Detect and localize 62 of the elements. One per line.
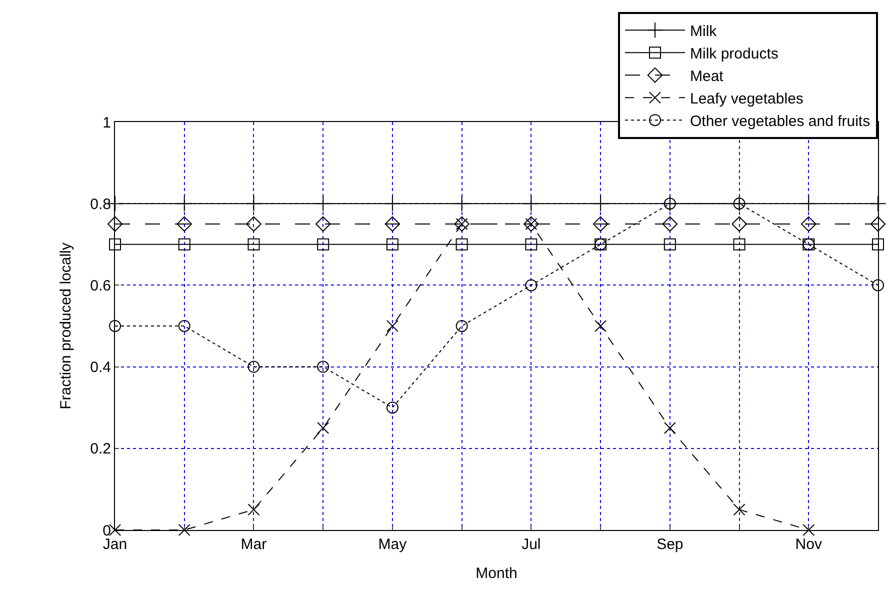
point (246, 216, 262, 232)
x-tick-label: May (378, 536, 408, 553)
point (525, 279, 538, 292)
point (456, 238, 468, 250)
point (384, 216, 400, 232)
point (454, 195, 470, 212)
point (872, 279, 884, 292)
point (109, 320, 121, 332)
x-tick-label: Mar (240, 536, 267, 553)
point (592, 195, 609, 212)
point (870, 216, 886, 232)
point (800, 216, 816, 232)
point (248, 504, 260, 516)
point (317, 422, 330, 434)
point (248, 360, 260, 373)
y-tick-label: 0.4 (90, 359, 111, 376)
point (176, 216, 192, 232)
point (178, 238, 190, 250)
y-tick-label: 0.8 (90, 196, 111, 213)
point (802, 524, 815, 536)
point (246, 195, 262, 212)
point (386, 238, 398, 250)
legend-label: Meat (690, 68, 724, 85)
x-axis-title: Month (476, 565, 518, 582)
point (732, 216, 747, 232)
point (176, 195, 193, 212)
x-tick-label: Sep (656, 536, 684, 553)
point (664, 238, 676, 250)
point (525, 238, 538, 250)
legend-label: Leafy vegetables (690, 90, 804, 108)
point (733, 238, 746, 250)
x-tick-label: Nov (795, 536, 822, 553)
legend-label: Milk (690, 22, 718, 40)
point (107, 216, 123, 232)
point (317, 360, 330, 373)
point (664, 422, 676, 434)
y-tick-label: 0.2 (90, 440, 111, 458)
point (800, 195, 817, 212)
point (317, 238, 330, 250)
point (178, 524, 190, 536)
point (109, 238, 121, 250)
point (662, 216, 678, 232)
y-tick-label: 1 (102, 114, 111, 132)
x-tick-label: Jul (522, 536, 541, 553)
point (384, 195, 401, 212)
y-tick-label: 0.6 (90, 277, 111, 294)
y-axis-title: Fraction produced locally (57, 242, 74, 410)
point (315, 216, 331, 232)
point (522, 195, 540, 212)
point (733, 504, 746, 516)
point (386, 320, 398, 332)
point (870, 195, 886, 212)
legend-label: Milk products (690, 45, 778, 62)
point (592, 216, 608, 232)
point (594, 320, 607, 332)
point (872, 238, 884, 250)
point (386, 402, 398, 414)
point (314, 195, 332, 212)
point (248, 238, 260, 250)
point (178, 320, 190, 332)
legend-label: Other vegetables and fruits (690, 112, 870, 130)
point (456, 320, 468, 332)
